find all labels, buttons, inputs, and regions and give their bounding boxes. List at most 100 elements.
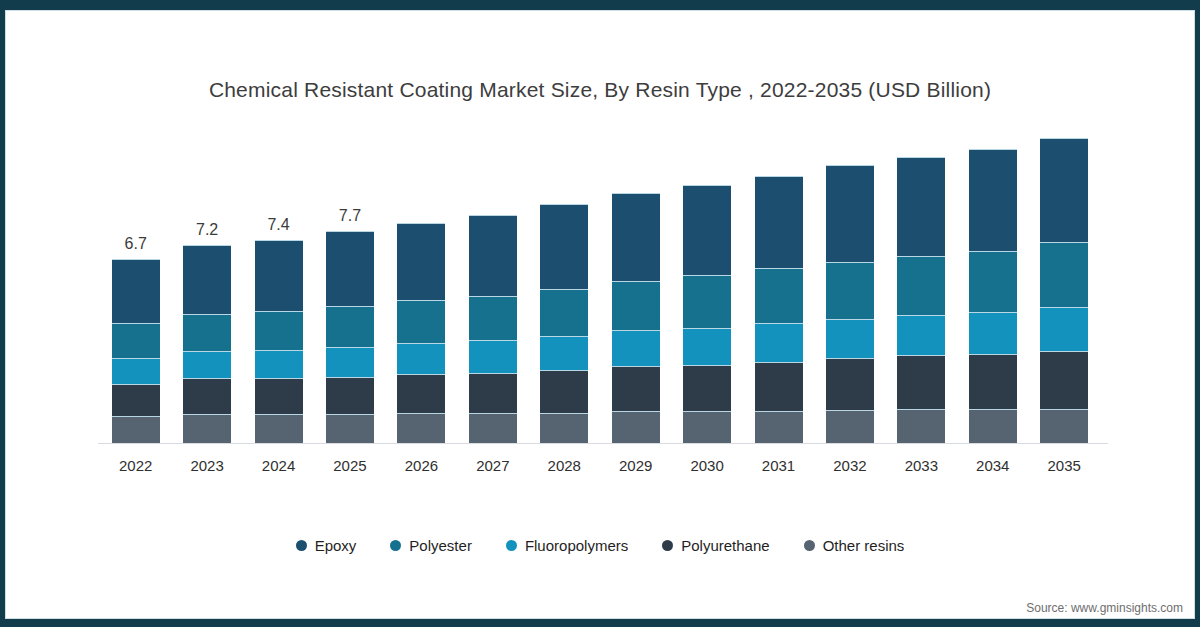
bar-segment-polyurethane-2034 xyxy=(969,354,1017,409)
bar-stack-2023 xyxy=(183,245,231,443)
chart-title: Chemical Resistant Coating Market Size, … xyxy=(5,78,1195,102)
bar-segment-polyester-2024 xyxy=(255,311,303,350)
legend-dot-icon xyxy=(506,540,517,551)
bar-segment-polyester-2022 xyxy=(112,323,160,357)
bar-group-2034 xyxy=(957,137,1028,443)
bar-segment-other-resins-2033 xyxy=(897,409,945,443)
bar-segment-other-resins-2024 xyxy=(255,414,303,443)
bar-segment-epoxy-2029 xyxy=(612,193,660,281)
bar-stack-2026 xyxy=(397,223,445,443)
bar-group-2024: 7.4 xyxy=(243,137,314,443)
legend-dot-icon xyxy=(296,540,307,551)
bar-segment-other-resins-2032 xyxy=(826,410,874,443)
bar-segment-fluoropolymers-2033 xyxy=(897,315,945,355)
bar-segment-epoxy-2035 xyxy=(1040,138,1088,243)
bar-segment-polyurethane-2030 xyxy=(683,365,731,412)
bar-segment-epoxy-2030 xyxy=(683,185,731,276)
bar-stack-2031 xyxy=(755,176,803,443)
bar-group-2032 xyxy=(814,137,885,443)
bar-segment-fluoropolymers-2035 xyxy=(1040,307,1088,351)
x-axis-label-2032: 2032 xyxy=(814,457,885,474)
x-axis-label-2029: 2029 xyxy=(600,457,671,474)
bar-segment-polyester-2032 xyxy=(826,262,874,320)
bar-stack-2022 xyxy=(112,259,160,443)
x-axis-label-2031: 2031 xyxy=(743,457,814,474)
bar-segment-polyester-2033 xyxy=(897,256,945,315)
bar-group-2033 xyxy=(886,137,957,443)
bar-segment-epoxy-2026 xyxy=(397,223,445,300)
bar-segment-other-resins-2030 xyxy=(683,411,731,443)
chart-frame: Chemical Resistant Coating Market Size, … xyxy=(0,0,1200,627)
bar-segment-fluoropolymers-2028 xyxy=(540,336,588,370)
bar-stack-2033 xyxy=(897,157,945,443)
bar-segment-other-resins-2031 xyxy=(755,411,803,443)
bar-value-label-2025: 7.7 xyxy=(314,207,385,225)
x-axis-label-2033: 2033 xyxy=(886,457,957,474)
bar-segment-fluoropolymers-2027 xyxy=(469,340,517,373)
bar-stack-2028 xyxy=(540,204,588,443)
bar-group-2030 xyxy=(671,137,742,443)
x-axis-label-2030: 2030 xyxy=(671,457,742,474)
bar-segment-epoxy-2032 xyxy=(826,165,874,261)
source-note: Source: www.gminsights.com xyxy=(1026,601,1183,615)
x-axis-labels: 2022202320242025202620272028202920302031… xyxy=(100,457,1100,474)
legend-label: Polyester xyxy=(409,537,472,554)
x-axis-label-2022: 2022 xyxy=(100,457,171,474)
legend-label: Other resins xyxy=(823,537,905,554)
x-axis-label-2023: 2023 xyxy=(171,457,242,474)
bar-segment-other-resins-2027 xyxy=(469,413,517,443)
bars-area: 6.77.27.47.7 xyxy=(100,137,1100,443)
bar-segment-fluoropolymers-2025 xyxy=(326,347,374,377)
bar-segment-epoxy-2033 xyxy=(897,157,945,256)
bar-segment-polyester-2031 xyxy=(755,268,803,323)
legend-label: Polyurethane xyxy=(681,537,769,554)
bar-stack-2027 xyxy=(469,215,517,443)
bar-group-2027 xyxy=(457,137,528,443)
bar-value-label-2024: 7.4 xyxy=(243,216,314,234)
bar-value-label-2023: 7.2 xyxy=(171,221,242,239)
x-axis-label-2027: 2027 xyxy=(457,457,528,474)
bar-segment-polyester-2035 xyxy=(1040,242,1088,307)
bar-segment-other-resins-2026 xyxy=(397,413,445,443)
bar-segment-polyurethane-2024 xyxy=(255,378,303,414)
legend-label: Fluoropolymers xyxy=(525,537,628,554)
bar-stack-2024 xyxy=(255,240,303,444)
x-axis-line xyxy=(98,443,1108,444)
bar-group-2029 xyxy=(600,137,671,443)
bar-segment-polyurethane-2026 xyxy=(397,374,445,413)
legend-dot-icon xyxy=(662,540,673,551)
bar-segment-fluoropolymers-2022 xyxy=(112,358,160,384)
bar-segment-epoxy-2027 xyxy=(469,215,517,296)
chart-legend: Epoxy Polyester Fluoropolymers Polyurethane… xyxy=(5,537,1195,554)
bar-group-2028 xyxy=(529,137,600,443)
bar-stack-2030 xyxy=(683,185,731,444)
bar-segment-polyurethane-2032 xyxy=(826,358,874,410)
bar-segment-polyurethane-2031 xyxy=(755,362,803,412)
legend-item-epoxy: Epoxy xyxy=(296,537,357,554)
legend-item-other-resins: Other resins xyxy=(804,537,905,554)
bar-segment-polyester-2025 xyxy=(326,306,374,347)
legend-dot-icon xyxy=(804,540,815,551)
bar-stack-2035 xyxy=(1040,138,1088,443)
bar-segment-fluoropolymers-2034 xyxy=(969,312,1017,353)
bar-segment-other-resins-2022 xyxy=(112,416,160,444)
bar-segment-polyester-2034 xyxy=(969,251,1017,313)
bar-segment-polyurethane-2033 xyxy=(897,355,945,409)
bar-segment-polyester-2027 xyxy=(469,296,517,340)
bar-segment-fluoropolymers-2026 xyxy=(397,343,445,375)
bar-segment-epoxy-2025 xyxy=(326,231,374,305)
bar-segment-fluoropolymers-2024 xyxy=(255,350,303,379)
bar-group-2023: 7.2 xyxy=(171,137,242,443)
x-axis-label-2024: 2024 xyxy=(243,457,314,474)
bar-segment-fluoropolymers-2029 xyxy=(612,330,660,366)
bar-stack-2025 xyxy=(326,231,374,443)
x-axis-label-2025: 2025 xyxy=(314,457,385,474)
legend-item-polyurethane: Polyurethane xyxy=(662,537,769,554)
bar-stack-2029 xyxy=(612,193,660,443)
bar-group-2022: 6.7 xyxy=(100,137,171,443)
bar-segment-epoxy-2023 xyxy=(183,245,231,314)
x-axis-label-2026: 2026 xyxy=(386,457,457,474)
bar-segment-other-resins-2035 xyxy=(1040,409,1088,443)
x-axis-label-2035: 2035 xyxy=(1028,457,1099,474)
x-axis-label-2028: 2028 xyxy=(529,457,600,474)
